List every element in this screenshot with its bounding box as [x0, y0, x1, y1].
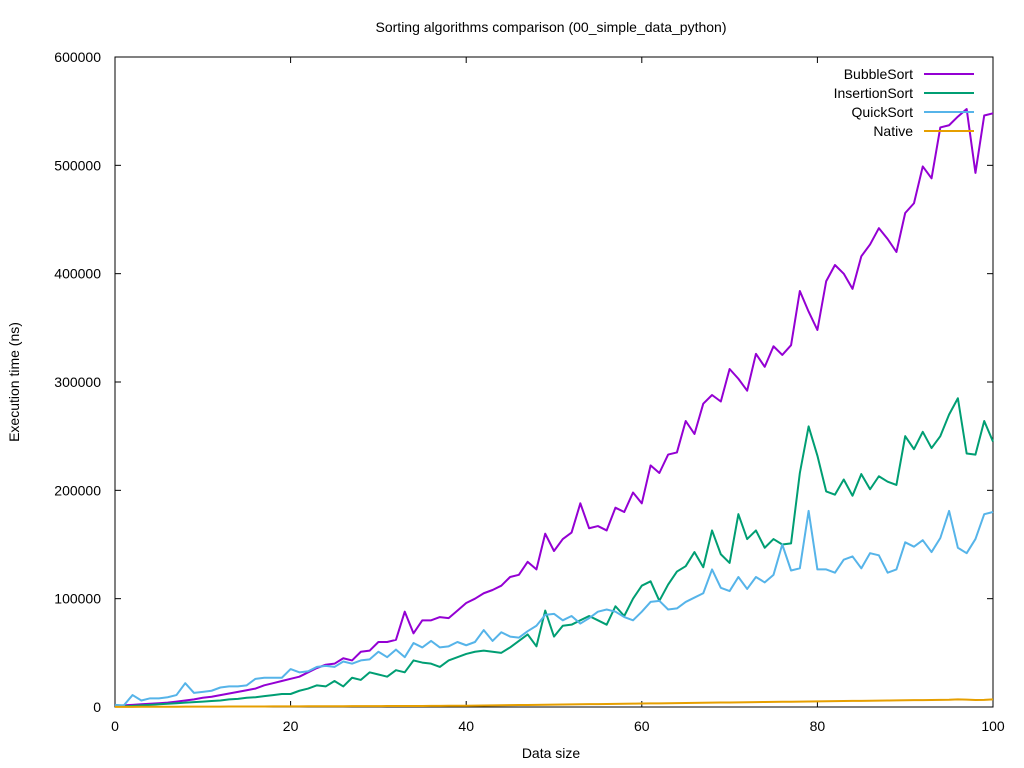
series-lines: [114, 108, 994, 708]
legend-label: Native: [873, 123, 913, 139]
y-tick-label: 100000: [54, 591, 101, 607]
axis-ticks: [114, 56, 994, 708]
x-tick-label: 20: [283, 718, 299, 734]
series-line-insertionsort: [114, 397, 994, 708]
chart-title: Sorting algorithms comparison (00_simple…: [376, 19, 727, 35]
axis-tick-labels: 0 20 40 60 80 100 0 100000 200000 300000 400000 500…: [54, 49, 1005, 734]
series-line-quicksort: [114, 509, 994, 707]
x-tick-label: 0: [111, 718, 119, 734]
legend-label: BubbleSort: [844, 66, 913, 82]
y-tick-label: 600000: [54, 49, 101, 65]
series-line-native: [114, 698, 994, 708]
x-tick-label: 40: [458, 718, 474, 734]
y-tick-label: 400000: [54, 266, 101, 282]
x-axis-label: Data size: [522, 745, 581, 761]
x-tick-label: 100: [981, 718, 1005, 734]
y-tick-label: 0: [93, 699, 101, 715]
plot-frame: [114, 56, 994, 708]
y-tick-label: 300000: [54, 374, 101, 390]
x-tick-label: 80: [810, 718, 826, 734]
legend-label: QuickSort: [852, 104, 914, 120]
y-tick-label: 500000: [54, 157, 101, 173]
series-line-bubblesort: [114, 108, 994, 707]
legend-label: InsertionSort: [834, 85, 913, 101]
y-axis-label: Execution time (ns): [6, 322, 22, 442]
legend: BubbleSort InsertionSort QuickSort Native: [834, 66, 974, 139]
x-tick-label: 60: [634, 718, 650, 734]
y-tick-label: 200000: [54, 482, 101, 498]
